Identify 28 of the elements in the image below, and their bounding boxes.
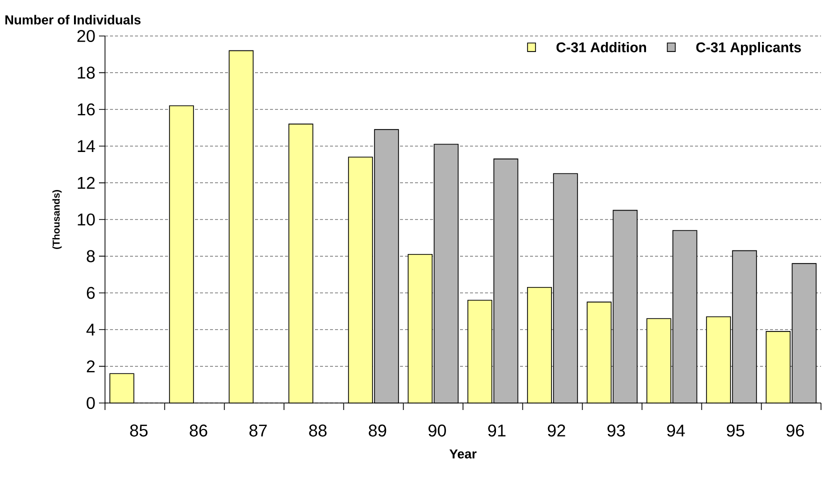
y-tick-label: 14 [78,140,95,152]
y-tick-label: 12 [78,176,95,189]
x-tick-label: 87 [249,424,267,437]
x-tick-label: 88 [309,424,327,437]
y-tick-label: 6 [86,286,95,299]
x-tick-label: 92 [548,424,566,437]
legend-label: C-31 Addition [556,42,646,52]
x-tick-label: 94 [667,424,685,437]
x-tick-label: 93 [608,424,625,437]
x-tick-label: 89 [368,424,386,437]
y-tick-label: 2 [86,360,95,372]
x-tick-label: 91 [488,424,506,437]
x-tick-label: 86 [190,424,208,437]
y-axis-title: (Thousands) [52,190,62,249]
y-tick-label: 16 [78,103,95,116]
chart-title: Number of Individuals [5,14,141,24]
x-tick-label: 90 [428,424,446,437]
x-axis-title: Year [449,449,477,459]
y-tick-label: 8 [86,250,95,262]
y-tick-label: 10 [78,213,95,226]
x-tick-label: 85 [130,424,148,437]
x-tick-label: 96 [786,424,804,437]
y-tick-label: 0 [86,396,95,410]
x-tick-label: 95 [726,424,744,437]
legend-label: C-31 Applicants [696,42,801,56]
y-tick-label: 4 [86,324,95,336]
y-tick-label: 18 [78,66,95,79]
y-tick-label: 20 [77,30,95,42]
